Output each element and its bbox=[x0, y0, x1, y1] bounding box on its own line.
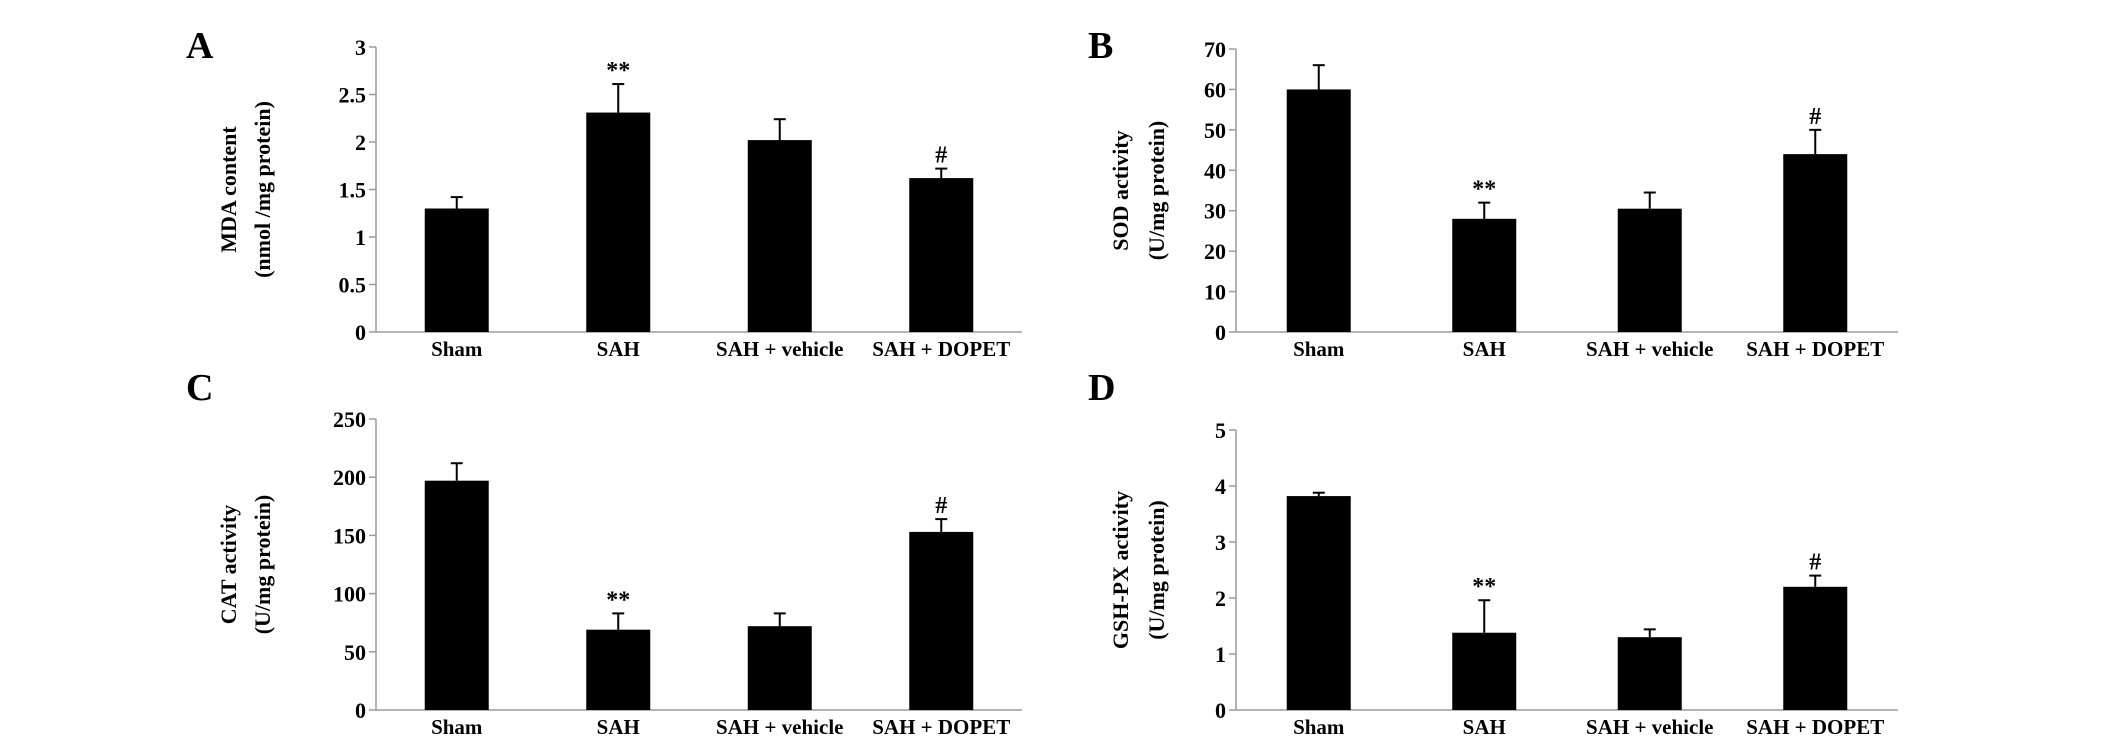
bar-3 bbox=[747, 140, 812, 332]
bar-4 bbox=[1783, 586, 1848, 710]
x-tick-label: SAH bbox=[1463, 337, 1506, 361]
panel-letter: B bbox=[1088, 25, 1113, 67]
panel-letter: C bbox=[186, 367, 213, 409]
bar-2 bbox=[586, 112, 651, 332]
x-tick-label: SAH bbox=[1463, 715, 1506, 739]
y-tick-label: 2.5 bbox=[339, 83, 367, 108]
x-tick-label: SAH + vehicle bbox=[716, 715, 843, 739]
significance-marker: ** bbox=[1472, 177, 1496, 203]
x-tick-label: SAH + DOPET bbox=[872, 715, 1010, 739]
y-tick-label: 1 bbox=[1215, 642, 1226, 667]
y-tick-label: 2 bbox=[1215, 586, 1226, 611]
y-tick-label: 20 bbox=[1204, 239, 1226, 264]
x-tick-label: Sham bbox=[431, 715, 483, 739]
bar-3 bbox=[747, 626, 812, 710]
y-tick-label: 5 bbox=[1215, 418, 1226, 443]
significance-marker: ** bbox=[606, 58, 630, 84]
x-tick-label: Sham bbox=[1293, 715, 1345, 739]
significance-marker: # bbox=[935, 493, 947, 519]
y-axis-label: (U/mg protein) bbox=[250, 495, 275, 635]
y-tick-label: 60 bbox=[1204, 77, 1226, 102]
chart-panel-b: B 0 10 20 30 40 50 60 70 SOD activity (U/mg protei… bbox=[1088, 25, 1898, 361]
y-tick-label: 70 bbox=[1204, 37, 1226, 62]
y-tick-label: 10 bbox=[1204, 280, 1226, 305]
chart-panel-c: C 0 50 100 150 200 250 CAT activity (U/mg protei… bbox=[186, 367, 1022, 739]
y-tick-label: 0.5 bbox=[339, 273, 367, 298]
y-tick-label: 30 bbox=[1204, 199, 1226, 224]
bar-2 bbox=[586, 629, 651, 710]
bar-4 bbox=[909, 531, 974, 710]
significance-marker: ** bbox=[606, 587, 630, 613]
bar-3 bbox=[1617, 208, 1682, 332]
panel-letter: D bbox=[1088, 367, 1115, 409]
y-axis-label: MDA content bbox=[216, 126, 241, 253]
x-tick-label: SAH + DOPET bbox=[1746, 715, 1884, 739]
bar-1 bbox=[1286, 496, 1351, 710]
chart-panel-a: A 0 0.5 1 1.5 2 2.5 3 MDA content (nmol /mg prote… bbox=[186, 25, 1022, 361]
x-tick-label: Sham bbox=[1293, 337, 1345, 361]
bar-1 bbox=[424, 208, 489, 332]
significance-marker: # bbox=[1809, 104, 1821, 130]
y-tick-label: 0 bbox=[355, 320, 366, 345]
y-tick-label: 3 bbox=[1215, 530, 1226, 555]
bar-4 bbox=[1783, 154, 1848, 332]
bar-4 bbox=[909, 178, 974, 332]
y-axis-label: (nmol /mg protein) bbox=[250, 101, 275, 278]
x-tick-label: SAH + vehicle bbox=[1586, 337, 1713, 361]
y-axis-label: SOD activity bbox=[1108, 130, 1133, 250]
significance-marker: # bbox=[935, 143, 947, 169]
y-tick-label: 0 bbox=[355, 698, 366, 723]
y-tick-label: 50 bbox=[344, 640, 366, 665]
y-tick-label: 200 bbox=[333, 465, 366, 490]
y-tick-label: 0 bbox=[1215, 698, 1226, 723]
y-tick-label: 50 bbox=[1204, 118, 1226, 143]
y-tick-label: 40 bbox=[1204, 158, 1226, 183]
panel-letter: A bbox=[186, 25, 214, 67]
significance-marker: # bbox=[1809, 550, 1821, 576]
x-tick-label: SAH + vehicle bbox=[716, 337, 843, 361]
significance-marker: ** bbox=[1472, 574, 1496, 600]
y-tick-label: 0 bbox=[1215, 320, 1226, 345]
bar-2 bbox=[1452, 632, 1517, 710]
y-tick-label: 1 bbox=[355, 225, 366, 250]
bar-1 bbox=[1286, 89, 1351, 332]
bar-3 bbox=[1617, 637, 1682, 710]
x-tick-label: SAH + DOPET bbox=[872, 337, 1010, 361]
chart-panel-d: D 0 1 2 3 4 5 GSH-PX activity (U/mg protein) Sham… bbox=[1088, 367, 1898, 739]
y-axis-label: CAT activity bbox=[216, 505, 241, 625]
bar-2 bbox=[1452, 218, 1517, 332]
x-tick-label: SAH + DOPET bbox=[1746, 337, 1884, 361]
y-tick-label: 150 bbox=[333, 523, 366, 548]
y-axis-label: GSH-PX activity bbox=[1108, 491, 1133, 649]
y-axis-label: (U/mg protein) bbox=[1144, 500, 1169, 640]
x-tick-label: SAH bbox=[597, 337, 640, 361]
y-tick-label: 100 bbox=[333, 582, 366, 607]
x-tick-label: SAH bbox=[597, 715, 640, 739]
y-axis-label: (U/mg protein) bbox=[1144, 121, 1169, 261]
x-tick-label: Sham bbox=[431, 337, 483, 361]
y-tick-label: 250 bbox=[333, 407, 366, 432]
y-tick-label: 4 bbox=[1215, 474, 1226, 499]
y-tick-label: 2 bbox=[355, 130, 366, 155]
y-tick-label: 3 bbox=[355, 35, 366, 60]
y-tick-label: 1.5 bbox=[339, 178, 367, 203]
bar-1 bbox=[424, 480, 489, 710]
x-tick-label: SAH + vehicle bbox=[1586, 715, 1713, 739]
